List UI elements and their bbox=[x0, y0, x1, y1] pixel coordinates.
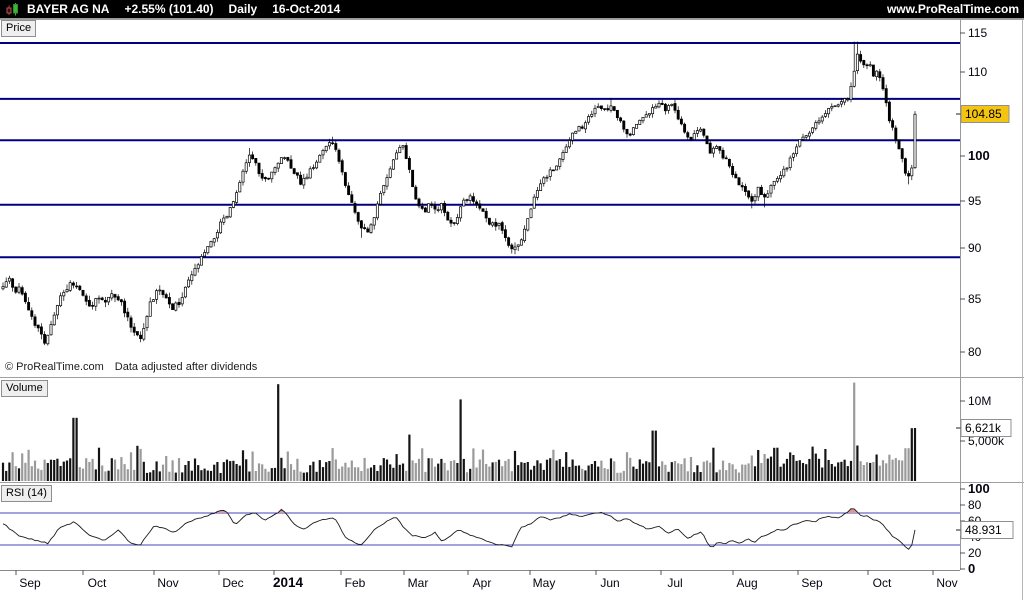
price-change: +2.55% (101.40) bbox=[124, 2, 214, 16]
copyright-note: © ProRealTime.com Data adjusted after div… bbox=[5, 361, 257, 373]
svg-text:Oct: Oct bbox=[873, 576, 892, 590]
svg-text:Sep: Sep bbox=[19, 576, 41, 590]
rsi-panel-tab[interactable]: RSI (14) bbox=[1, 485, 52, 502]
svg-text:Nov: Nov bbox=[157, 576, 178, 590]
date-label: 16-Oct-2014 bbox=[272, 2, 341, 16]
svg-text:Feb: Feb bbox=[345, 576, 366, 590]
svg-text:Oct: Oct bbox=[88, 576, 107, 590]
svg-text:Jun: Jun bbox=[600, 576, 619, 590]
svg-text:90: 90 bbox=[968, 241, 982, 255]
svg-text:48.931: 48.931 bbox=[965, 523, 1002, 537]
svg-text:2014: 2014 bbox=[273, 575, 304, 590]
svg-text:20: 20 bbox=[968, 546, 982, 560]
volume-axis: 10M 5,000k bbox=[960, 394, 1005, 448]
candlestick-icon bbox=[5, 2, 20, 17]
month-axis: Sep Oct Nov Dec 2014 Feb Mar Apr May Jun Jul Aug Sep… bbox=[15, 570, 958, 590]
copyright-brand: © ProRealTime.com bbox=[5, 361, 104, 373]
title-bar: BAYER AG NA +2.55% (101.40) Daily 16-Oct… bbox=[0, 0, 1024, 19]
svg-text:104.85: 104.85 bbox=[965, 107, 1002, 121]
last-volume-tag bbox=[960, 419, 1012, 437]
volume-bars bbox=[1, 382, 917, 481]
current-value-labels: 104.85 6,621k 48.931 bbox=[956, 105, 1014, 539]
rsi-curve bbox=[2, 508, 916, 550]
dividends-note: Data adjusted after dividends bbox=[114, 361, 258, 373]
last-rsi-tag bbox=[960, 521, 1014, 539]
svg-text:6,621k: 6,621k bbox=[965, 421, 1002, 435]
svg-text:85: 85 bbox=[968, 292, 982, 306]
proreal-time-watermark: www.ProRealTime.com bbox=[886, 2, 1019, 16]
svg-text:100: 100 bbox=[968, 481, 990, 496]
symbol-name: BAYER AG NA bbox=[27, 2, 110, 16]
svg-text:May: May bbox=[533, 576, 556, 590]
svg-text:80: 80 bbox=[968, 498, 982, 512]
svg-text:115: 115 bbox=[968, 26, 987, 40]
price-axis: 115 110 100 95 90 85 80 bbox=[960, 26, 990, 359]
svg-text:Dec: Dec bbox=[222, 576, 243, 590]
svg-text:95: 95 bbox=[968, 194, 982, 208]
rsi-zone-lines bbox=[0, 512, 960, 546]
svg-text:Sep: Sep bbox=[801, 576, 823, 590]
svg-text:Nov: Nov bbox=[936, 576, 957, 590]
svg-text:110: 110 bbox=[968, 65, 987, 79]
svg-text:10M: 10M bbox=[968, 394, 991, 408]
svg-text:Aug: Aug bbox=[736, 576, 757, 590]
svg-text:Mar: Mar bbox=[408, 576, 429, 590]
svg-text:Jul: Jul bbox=[667, 576, 682, 590]
price-panel-tab[interactable]: Price bbox=[1, 20, 37, 37]
svg-text:5,000k: 5,000k bbox=[968, 434, 1005, 448]
svg-text:80: 80 bbox=[968, 345, 982, 359]
svg-text:0: 0 bbox=[968, 561, 975, 576]
support-resistance-lines bbox=[0, 42, 960, 259]
svg-text:Apr: Apr bbox=[473, 576, 492, 590]
volume-panel-tab[interactable]: Volume bbox=[1, 380, 48, 397]
last-price-tag bbox=[960, 105, 1010, 123]
candles bbox=[1, 41, 917, 346]
svg-text:100: 100 bbox=[968, 148, 990, 163]
timeframe-label: Daily bbox=[228, 2, 258, 16]
